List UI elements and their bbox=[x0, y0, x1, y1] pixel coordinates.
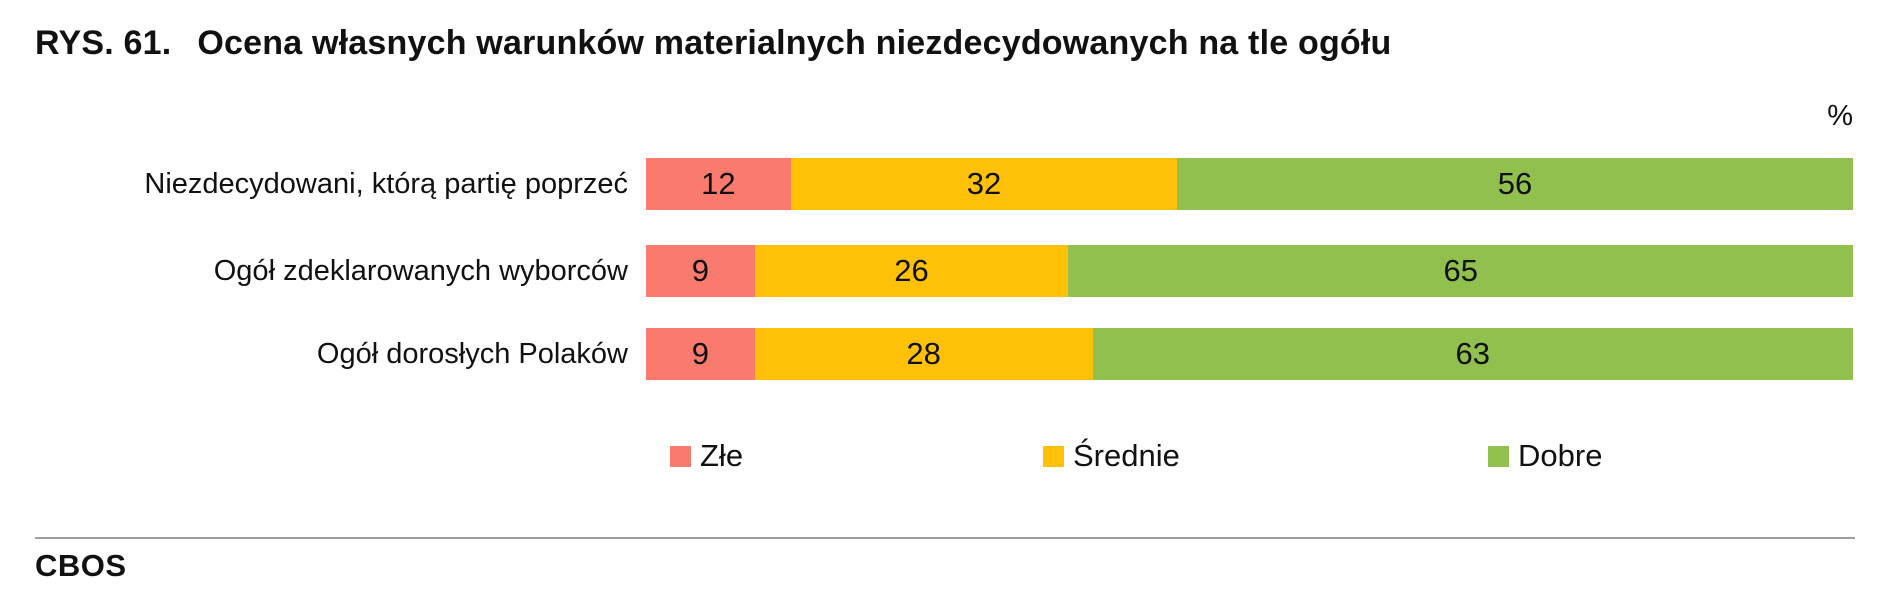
bar-track: 9 28 63 bbox=[646, 328, 1853, 380]
legend-swatch-icon bbox=[1043, 445, 1064, 467]
bar-segment-dobre: 65 bbox=[1068, 245, 1853, 297]
chart-row: Ogół zdeklarowanych wyborców 9 26 65 bbox=[0, 245, 1853, 297]
footer-divider bbox=[35, 537, 1855, 539]
bar-value: 28 bbox=[906, 336, 941, 371]
figure-title: RYS. 61. Ocena własnych warunków material… bbox=[35, 24, 1392, 63]
bar-segment-ze: 9 bbox=[646, 245, 755, 297]
bar-value: 9 bbox=[691, 336, 709, 371]
legend-label: Złe bbox=[700, 438, 744, 473]
legend-label: Dobre bbox=[1518, 438, 1603, 473]
bar-value: 63 bbox=[1455, 336, 1491, 371]
category-label: Ogół zdeklarowanych wyborców bbox=[213, 254, 628, 287]
legend-swatch-icon bbox=[1488, 445, 1509, 467]
source-logo: CBOS bbox=[35, 548, 127, 583]
legend-item-dobre: Dobre bbox=[1488, 438, 1602, 474]
bar-value: 12 bbox=[701, 166, 736, 201]
figure-number: RYS. 61. bbox=[35, 24, 172, 62]
bar-track: 9 26 65 bbox=[646, 245, 1853, 297]
bar-segment-dobre: 63 bbox=[1092, 328, 1853, 380]
legend-item-rednie: Średnie bbox=[1043, 438, 1180, 474]
chart-row: Niezdecydowani, którą partię poprzeć 12 32… bbox=[0, 158, 1853, 210]
bar-segment-rednie: 32 bbox=[790, 158, 1178, 210]
bar-value: 26 bbox=[894, 253, 929, 288]
bar-value: 65 bbox=[1443, 253, 1478, 288]
bar-segment-dobre: 56 bbox=[1177, 158, 1853, 210]
legend-item-ze: Złe bbox=[670, 438, 743, 474]
bar-segment-rednie: 28 bbox=[754, 328, 1093, 380]
bar-value: 9 bbox=[691, 253, 709, 288]
bar-value: 32 bbox=[966, 166, 1002, 201]
bar-segment-rednie: 26 bbox=[754, 245, 1069, 297]
chart-row: Ogół dorosłych Polaków 9 28 63 bbox=[0, 328, 1853, 380]
chart-legend: Złe Średnie Dobre bbox=[646, 438, 1853, 474]
bar-segment-ze: 9 bbox=[646, 328, 755, 380]
legend-label: Średnie bbox=[1073, 438, 1180, 473]
figure-title-text: Ocena własnych warunków materialnych nie… bbox=[197, 24, 1392, 62]
category-label: Ogół dorosłych Polaków bbox=[316, 337, 628, 370]
bar-track: 12 32 56 bbox=[646, 158, 1853, 210]
percent-axis-label: % bbox=[1827, 100, 1853, 132]
bar-segment-ze: 12 bbox=[646, 158, 791, 210]
bar-value: 56 bbox=[1497, 166, 1533, 201]
category-label: Niezdecydowani, którą partię poprzeć bbox=[144, 167, 628, 200]
legend-swatch-icon bbox=[670, 445, 691, 467]
